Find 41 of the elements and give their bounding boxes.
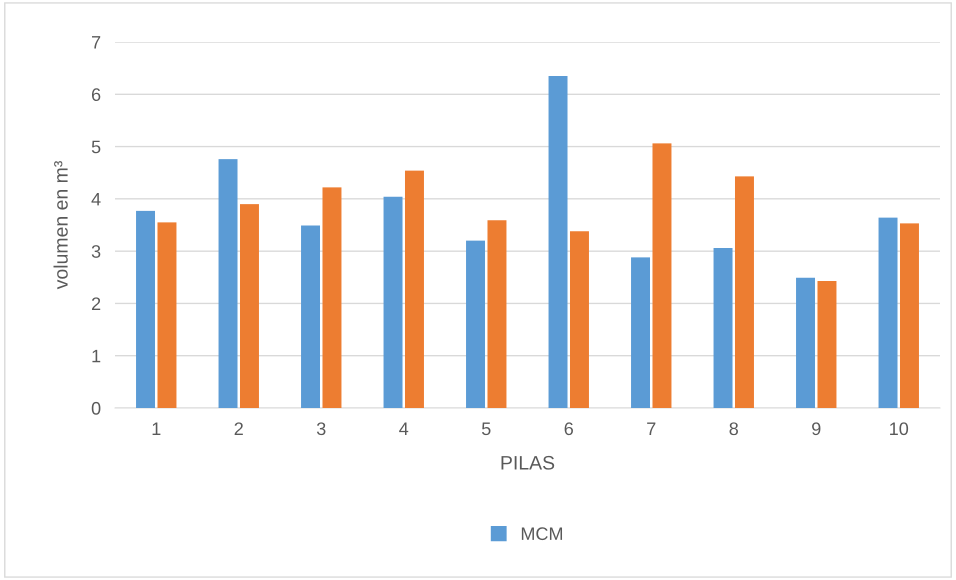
x-tick-label: 2: [234, 422, 243, 435]
bar: [548, 76, 568, 408]
y-tick-label: 5: [92, 140, 100, 154]
bar: [301, 226, 320, 408]
bar: [218, 159, 238, 408]
x-tick-label: 7: [647, 422, 656, 435]
y-axis-title: volumen en m³: [54, 161, 68, 290]
bar: [322, 187, 342, 408]
bar: [136, 210, 156, 408]
bar: [796, 278, 816, 408]
x-tick-label: 8: [730, 422, 738, 436]
x-tick-label: 3: [316, 422, 326, 436]
bar: [734, 176, 754, 408]
bar: [878, 218, 898, 408]
bar: [487, 220, 506, 408]
bar: [652, 143, 672, 408]
x-tick-label: 10: [890, 422, 908, 436]
bar: [900, 223, 919, 408]
x-tick-label: 6: [564, 422, 573, 436]
y-tick-label: 7: [92, 36, 100, 49]
y-tick-label: 4: [91, 192, 101, 206]
y-tick-label: 6: [92, 88, 100, 102]
y-tick-label: 0: [92, 402, 100, 415]
bar: [570, 231, 589, 408]
bar: [466, 240, 486, 408]
y-tick-label: 1: [92, 350, 100, 362]
y-tick-label: 3: [92, 245, 100, 258]
y-tick-label: 2: [92, 297, 100, 310]
bar: [240, 204, 259, 408]
bar: [631, 257, 650, 408]
x-tick-label: 9: [812, 422, 820, 436]
x-tick-label: 1: [152, 422, 160, 435]
x-tick-label: 5: [482, 422, 491, 436]
bar: [384, 196, 403, 408]
bar: [157, 222, 176, 408]
bar: [714, 248, 733, 408]
bar: [404, 170, 424, 408]
bar: [817, 280, 836, 408]
x-axis-title: PILAS: [502, 456, 554, 470]
legend-label: MCM: [522, 527, 562, 540]
x-tick-label: 4: [399, 422, 408, 435]
